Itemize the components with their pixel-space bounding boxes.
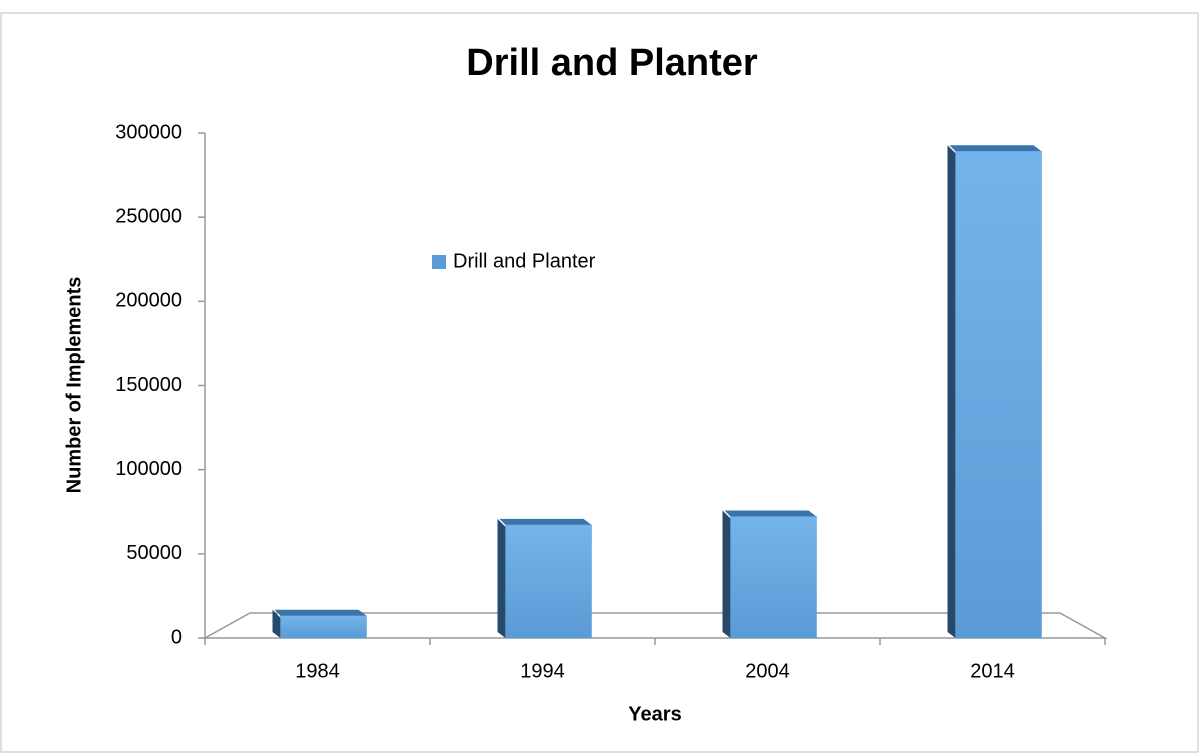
x-axis-label: Years [628, 703, 681, 725]
legend-label: Drill and Planter [453, 250, 596, 272]
bar [505, 524, 592, 639]
y-tick-label: 150000 [115, 374, 182, 396]
y-axis-label: Number of Implements [63, 277, 85, 494]
chart-title: Drill and Planter [466, 42, 758, 84]
x-tick-label: 1994 [520, 660, 565, 682]
bar [955, 150, 1042, 639]
y-tick-label: 100000 [115, 458, 182, 480]
bar [280, 615, 367, 639]
x-tick-label: 2004 [745, 660, 790, 682]
bar-top [499, 518, 592, 525]
y-tick-label: 250000 [115, 205, 182, 227]
bar-top [949, 145, 1042, 152]
x-tick-label: 1984 [295, 660, 340, 682]
y-tick-label: 300000 [115, 121, 182, 143]
y-tick-label: 200000 [115, 290, 182, 312]
y-tick-label: 0 [171, 626, 182, 648]
bar-side [272, 609, 281, 638]
bar-top [274, 609, 367, 616]
legend-swatch [432, 255, 446, 269]
bar-side [497, 518, 506, 638]
bar [730, 516, 817, 639]
bar-side [947, 145, 956, 638]
bar-top [724, 510, 817, 517]
x-tick-label: 2014 [970, 660, 1015, 682]
y-tick-label: 50000 [126, 542, 182, 564]
bar-side [722, 510, 731, 638]
